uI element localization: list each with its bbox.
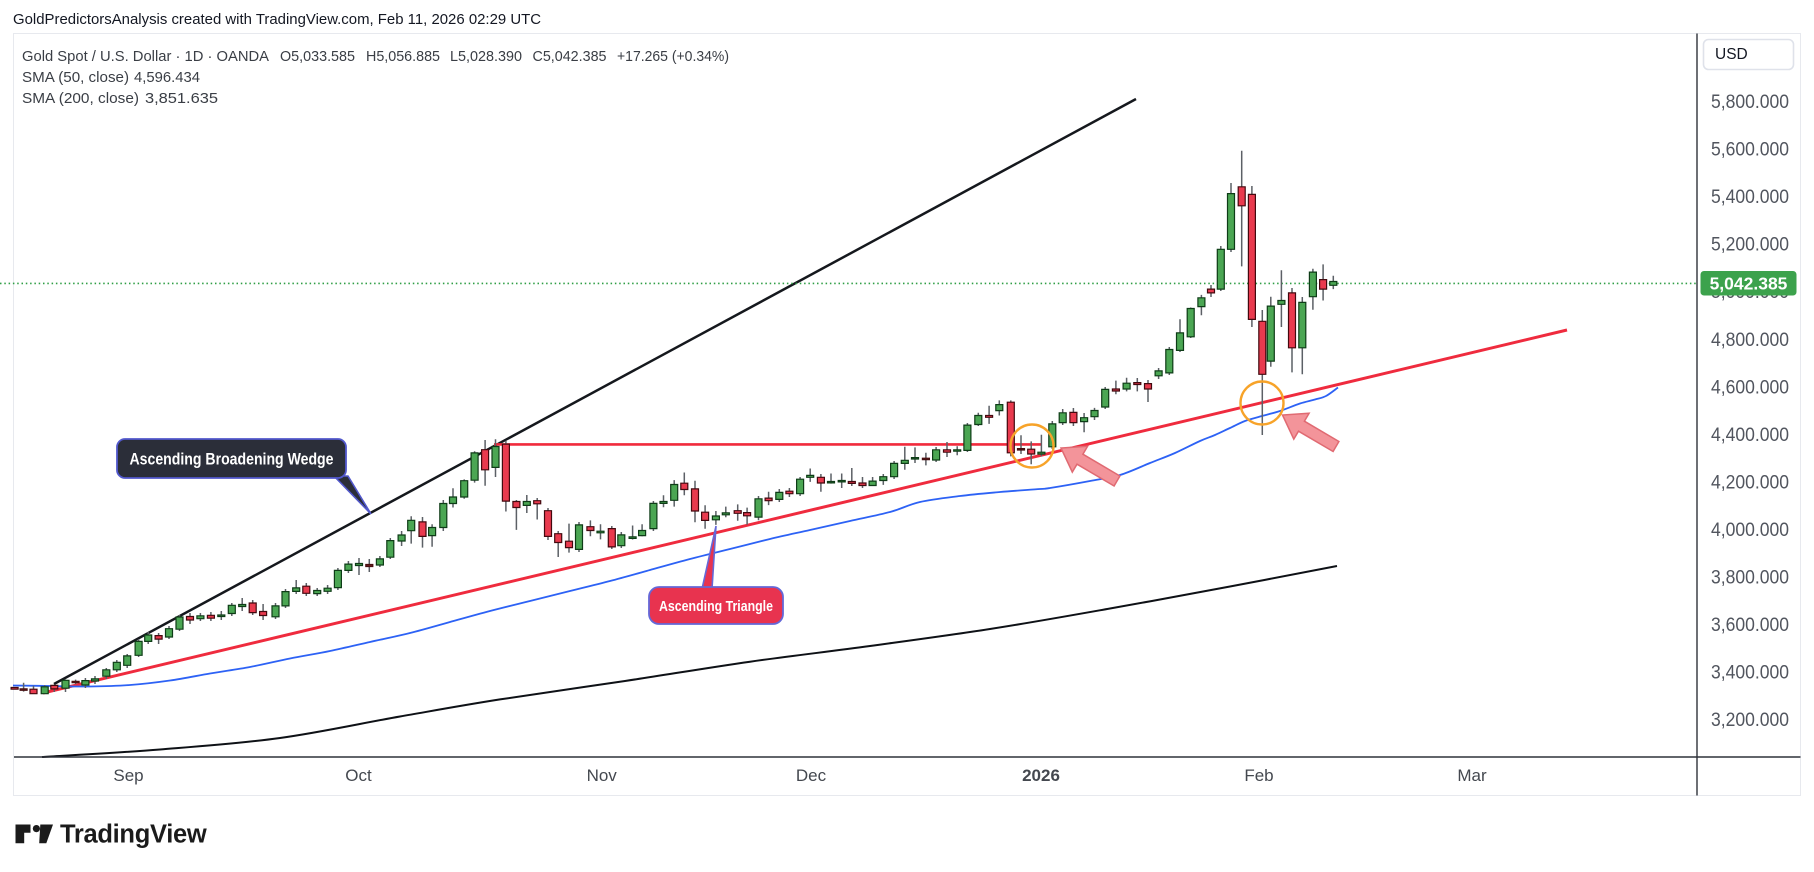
svg-text:3,851.635: 3,851.635: [145, 90, 218, 107]
svg-text:3,800.000: 3,800.000: [1711, 567, 1789, 589]
svg-text:L5,028.390: L5,028.390: [450, 48, 522, 65]
svg-text:4,596.434: 4,596.434: [134, 69, 200, 86]
svg-text:Mar: Mar: [1457, 766, 1487, 785]
svg-text:5,600.000: 5,600.000: [1711, 139, 1789, 161]
svg-text:H5,056.885: H5,056.885: [366, 48, 440, 65]
svg-text:4,200.000: 4,200.000: [1711, 471, 1789, 493]
svg-text:C5,042.385: C5,042.385: [533, 48, 607, 65]
svg-text:4,600.000: 4,600.000: [1711, 376, 1789, 398]
svg-text:5,200.000: 5,200.000: [1711, 234, 1789, 256]
svg-text:Oct: Oct: [345, 766, 372, 785]
svg-text:SMA (50, close): SMA (50, close): [22, 69, 129, 86]
svg-text:GoldPredictorsAnalysis created: GoldPredictorsAnalysis created with Trad…: [13, 11, 541, 28]
svg-text:Gold Spot / U.S. Dollar · 1D ·: Gold Spot / U.S. Dollar · 1D · OANDA: [22, 48, 269, 65]
svg-text:Feb: Feb: [1244, 766, 1273, 785]
svg-text:3,600.000: 3,600.000: [1711, 614, 1789, 636]
svg-text:3,200.000: 3,200.000: [1711, 709, 1789, 731]
svg-text:Sep: Sep: [113, 766, 143, 785]
svg-text:+17.265 (+0.34%): +17.265 (+0.34%): [617, 48, 729, 65]
svg-text:3,400.000: 3,400.000: [1711, 662, 1789, 684]
svg-text:4,800.000: 4,800.000: [1711, 329, 1789, 351]
svg-text:SMA (200, close): SMA (200, close): [22, 90, 139, 107]
svg-text:Nov: Nov: [587, 766, 618, 785]
svg-text:Dec: Dec: [796, 766, 827, 785]
svg-text:TradingView: TradingView: [60, 821, 207, 849]
svg-text:5,800.000: 5,800.000: [1711, 91, 1789, 113]
svg-text:USD: USD: [1715, 46, 1748, 63]
svg-text:Ascending Triangle: Ascending Triangle: [659, 598, 773, 615]
svg-text:4,400.000: 4,400.000: [1711, 424, 1789, 446]
svg-text:O5,033.585: O5,033.585: [280, 48, 355, 65]
svg-text:Ascending Broadening Wedge: Ascending Broadening Wedge: [130, 450, 334, 469]
svg-text:5,042.385: 5,042.385: [1710, 274, 1788, 294]
svg-text:5,400.000: 5,400.000: [1711, 186, 1789, 208]
svg-text:4,000.000: 4,000.000: [1711, 519, 1789, 541]
svg-text:2026: 2026: [1022, 766, 1060, 785]
